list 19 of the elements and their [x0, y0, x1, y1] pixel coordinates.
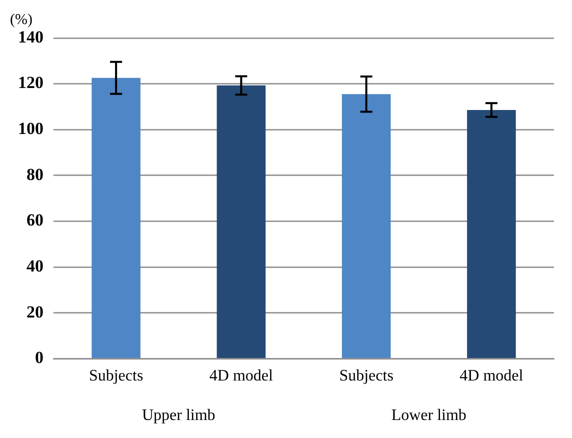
y-tick-label: 60: [26, 210, 44, 230]
y-tick-label: 40: [26, 256, 44, 276]
y-axis-title: (%): [10, 12, 32, 28]
y-tick-label: 0: [35, 348, 44, 368]
text: Lower limb: [391, 407, 466, 424]
x-tick-label: 4D model: [460, 368, 524, 385]
y-tick-label: 80: [26, 164, 44, 184]
bar: [216, 85, 266, 358]
bar: [342, 94, 391, 358]
y-tick-label: 140: [18, 27, 44, 46]
y-tick-label: 20: [26, 302, 44, 322]
bar: [92, 78, 140, 358]
bar: [467, 110, 516, 358]
x-tick-label: Subjects: [339, 368, 394, 385]
y-tick-label: 120: [18, 73, 44, 92]
y-tick-label: 100: [18, 119, 44, 138]
x-tick-label: Subjects: [88, 368, 144, 385]
text: Upper limb: [142, 407, 216, 424]
x-tick-label: 4D model: [209, 368, 274, 385]
